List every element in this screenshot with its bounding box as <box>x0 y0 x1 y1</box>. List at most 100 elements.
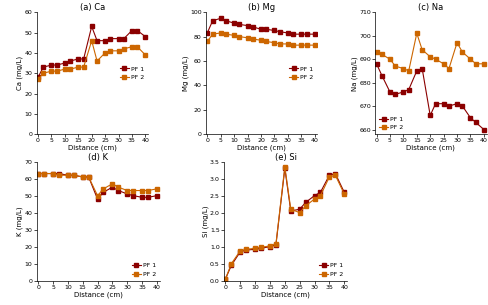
PF 1 <box>228 264 234 267</box>
PF 1 <box>281 167 287 170</box>
PF 1 <box>209 19 215 23</box>
PF 2 <box>249 37 255 41</box>
PF 1 <box>237 250 243 253</box>
PF 2 <box>142 53 148 57</box>
PF 2 <box>209 32 215 36</box>
PF 1 <box>81 57 86 61</box>
PF 1 <box>303 32 309 36</box>
PF 2 <box>217 31 223 35</box>
PF 2 <box>263 40 269 43</box>
PF 1 <box>139 196 145 199</box>
PF 1 <box>56 172 62 175</box>
PF 2 <box>311 43 317 47</box>
X-axis label: Distance (cm): Distance (cm) <box>406 145 454 151</box>
PF 1 <box>276 30 282 34</box>
PF 1 <box>480 128 486 131</box>
PF 2 <box>129 45 135 48</box>
PF 1 <box>263 27 269 31</box>
PF 2 <box>145 189 151 192</box>
PF 1 <box>405 88 411 91</box>
PF 2 <box>48 69 54 73</box>
PF 2 <box>296 211 302 214</box>
PF 2 <box>326 175 332 179</box>
PF 2 <box>223 32 228 36</box>
PF 2 <box>62 67 68 71</box>
PF 1 <box>427 113 432 117</box>
PF 1 <box>311 32 317 36</box>
PF 2 <box>258 38 264 42</box>
PF 2 <box>391 64 397 68</box>
PF 2 <box>41 71 46 75</box>
PF 1 <box>249 25 255 29</box>
PF 1 <box>80 175 85 179</box>
Title: (a) Ca: (a) Ca <box>80 3 105 12</box>
PF 1 <box>440 102 446 106</box>
PF 2 <box>271 41 277 45</box>
PF 1 <box>134 29 140 32</box>
PF 1 <box>121 37 126 41</box>
PF 2 <box>298 43 304 47</box>
PF 1 <box>35 75 41 79</box>
PF 2 <box>134 45 140 48</box>
PF 1 <box>35 172 41 175</box>
PF 1 <box>472 121 478 124</box>
PF 2 <box>400 67 406 70</box>
PF 2 <box>266 244 272 248</box>
PF 2 <box>467 57 472 61</box>
PF 1 <box>287 209 293 213</box>
PF 1 <box>130 194 136 197</box>
PF 2 <box>237 249 243 253</box>
PF 2 <box>65 174 71 177</box>
PF 2 <box>480 62 486 66</box>
PF 1 <box>48 63 54 67</box>
X-axis label: Distance (cm): Distance (cm) <box>68 145 117 151</box>
PF 2 <box>317 194 323 197</box>
PF 1 <box>223 19 228 23</box>
PF 2 <box>94 59 100 63</box>
PF 2 <box>287 207 293 211</box>
PF 1 <box>115 189 121 192</box>
Title: (c) Na: (c) Na <box>417 3 443 12</box>
PF 2 <box>258 246 264 249</box>
Title: (e) Si: (e) Si <box>274 152 296 162</box>
PF 2 <box>88 39 94 42</box>
PF 2 <box>35 172 41 175</box>
Legend: PF 1, PF 2: PF 1, PF 2 <box>318 262 344 278</box>
PF 2 <box>332 174 338 177</box>
PF 2 <box>243 247 249 251</box>
PF 2 <box>139 189 145 192</box>
PF 2 <box>94 194 100 197</box>
PF 1 <box>243 248 249 252</box>
PF 2 <box>252 246 258 250</box>
PF 1 <box>326 174 332 177</box>
PF 1 <box>302 201 308 204</box>
PF 1 <box>50 172 56 175</box>
PF 2 <box>222 277 228 281</box>
PF 1 <box>204 31 210 35</box>
PF 1 <box>94 197 100 201</box>
PF 2 <box>67 67 73 71</box>
Legend: PF 1, PF 2: PF 1, PF 2 <box>119 66 144 81</box>
PF 1 <box>102 39 108 42</box>
PF 2 <box>244 36 250 40</box>
PF 1 <box>41 65 46 69</box>
PF 1 <box>222 277 228 281</box>
PF 2 <box>204 40 210 43</box>
PF 1 <box>373 62 379 66</box>
Title: (b) Mg: (b) Mg <box>247 3 275 12</box>
PF 1 <box>115 37 121 41</box>
Y-axis label: Ca (mg/L): Ca (mg/L) <box>17 56 23 90</box>
PF 2 <box>289 43 295 47</box>
X-axis label: Distance (cm): Distance (cm) <box>237 145 285 151</box>
PF 1 <box>289 32 295 36</box>
PF 2 <box>124 189 130 192</box>
PF 1 <box>266 245 272 249</box>
PF 2 <box>101 187 106 191</box>
PF 2 <box>432 57 438 61</box>
X-axis label: Distance (cm): Distance (cm) <box>74 291 122 298</box>
PF 1 <box>296 207 302 211</box>
PF 1 <box>432 102 438 106</box>
PF 2 <box>418 48 424 52</box>
PF 1 <box>400 90 406 94</box>
PF 2 <box>54 69 60 73</box>
